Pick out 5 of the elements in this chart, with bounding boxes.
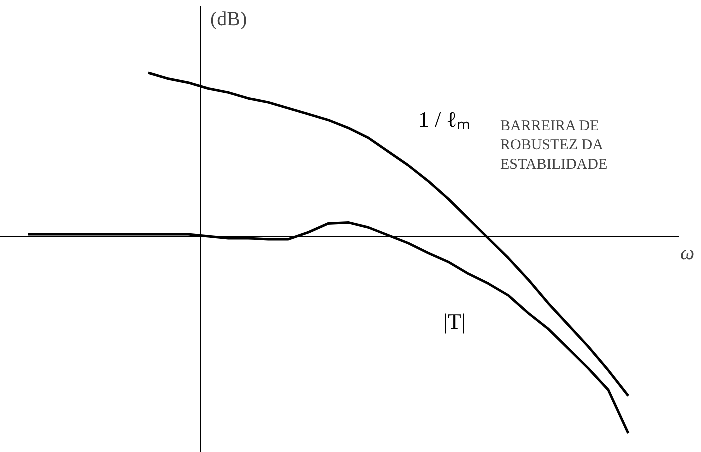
- annotation: BARREIRA DE ROBUSTEZ DA ESTABILIDADE: [500, 118, 608, 173]
- series-label: 1 / ℓₘ: [418, 106, 470, 132]
- series-label: |T|: [444, 308, 466, 334]
- x-axis-title: ω: [680, 242, 695, 264]
- y-axis-title: (dB): [210, 8, 248, 30]
